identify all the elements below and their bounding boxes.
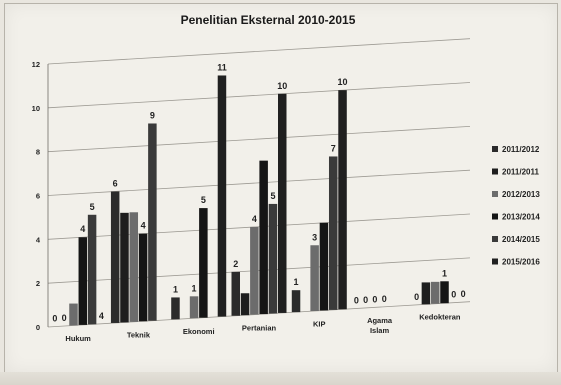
gridline — [47, 169, 471, 196]
legend-label: 2011/2012 — [502, 145, 540, 154]
page-below-chart — [0, 372, 561, 385]
y-tick-label: 8 — [36, 148, 40, 157]
legend-label: 2012/2013 — [502, 190, 540, 199]
data-label: 0 — [52, 314, 57, 324]
bar — [231, 271, 240, 316]
y-tick-label: 10 — [32, 104, 40, 113]
data-label: 0 — [382, 294, 387, 304]
data-label: 10 — [277, 81, 287, 91]
bar — [138, 233, 148, 322]
bar — [430, 281, 440, 304]
bar — [189, 296, 199, 319]
x-axis-categories: Hukum Teknik Ekonomi Pertanian KIP Agama Islam… — [65, 312, 460, 343]
data-label: 4 — [99, 311, 104, 321]
data-label: 9 — [150, 110, 155, 120]
legend: 2011/2012 2011/2011 2012/2013 2013/2014 2014… — [492, 145, 540, 267]
data-label: 6 — [113, 178, 118, 188]
bar — [120, 212, 129, 323]
bar — [129, 212, 139, 322]
legend-swatch — [492, 168, 498, 175]
data-label: 0 — [461, 289, 466, 299]
legend-swatch — [492, 191, 498, 197]
x-tick-label: Kedokteran — [419, 312, 461, 321]
data-label: 3 — [312, 232, 317, 242]
bar — [259, 160, 268, 315]
y-tick-label: 0 — [36, 323, 40, 332]
bar — [250, 226, 259, 315]
data-label: 5 — [90, 202, 95, 212]
bar — [440, 281, 449, 304]
x-tick-label: Ekonomi — [183, 327, 215, 336]
bar — [338, 90, 347, 310]
bar — [291, 290, 301, 313]
data-label: 4 — [80, 224, 85, 234]
y-tick-label: 12 — [32, 60, 40, 69]
data-label: 7 — [331, 143, 336, 153]
data-label: 0 — [372, 294, 377, 304]
x-tick-label: Teknik — [127, 331, 151, 340]
data-label: 0 — [62, 313, 67, 323]
data-label: 10 — [338, 77, 348, 87]
y-tick-label: 4 — [36, 235, 41, 244]
y-axis-ticks: 0 2 4 6 8 10 12 — [32, 60, 41, 332]
bar — [421, 282, 431, 305]
x-tick-label: KIP — [313, 320, 326, 329]
x-tick-label: Hukum — [65, 334, 91, 343]
data-label: 1 — [442, 268, 447, 278]
bar — [69, 303, 78, 326]
data-label: 1 — [173, 284, 178, 294]
bar — [268, 203, 278, 314]
bar — [278, 93, 287, 313]
legend-swatch — [492, 146, 498, 152]
bar — [217, 75, 227, 317]
data-label: 4 — [141, 221, 146, 231]
bar — [240, 293, 250, 316]
data-label: 0 — [451, 290, 456, 300]
bar — [199, 208, 208, 318]
data-label: 5 — [201, 195, 206, 205]
bar — [110, 191, 120, 323]
gridline — [47, 82, 471, 109]
gridline — [47, 125, 471, 153]
bar — [78, 237, 88, 325]
bar — [328, 156, 338, 310]
bar — [319, 222, 329, 311]
legend-swatch — [492, 213, 498, 220]
y-tick-label: 2 — [36, 279, 40, 288]
legend-label: 2011/2011 — [502, 168, 539, 177]
data-label: 2 — [233, 259, 238, 269]
data-label: 0 — [414, 292, 419, 302]
legend-label: 2014/2015 — [502, 235, 540, 244]
x-tick-label: Agama Islam — [367, 316, 393, 335]
data-label: 0 — [354, 296, 359, 306]
y-tick-label: 6 — [36, 192, 40, 201]
legend-swatch — [492, 258, 498, 265]
bar — [148, 123, 157, 321]
data-label: 4 — [252, 214, 257, 224]
data-label: 5 — [270, 191, 275, 201]
data-label: 1 — [192, 283, 197, 293]
bars — [69, 75, 449, 326]
data-label: 1 — [294, 277, 299, 287]
legend-label: 2013/2014 — [502, 213, 540, 222]
data-label: 0 — [363, 295, 368, 305]
x-tick-label: Pertanian — [242, 323, 277, 332]
legend-swatch — [492, 236, 498, 242]
legend-label: 2015/2016 — [502, 258, 540, 267]
chart-title: Penelitian Eksternal 2010-2015 — [181, 13, 356, 27]
bar — [171, 297, 180, 320]
gridline — [47, 38, 471, 65]
bar — [87, 214, 97, 325]
data-label: 11 — [217, 62, 227, 72]
bar — [310, 245, 319, 312]
